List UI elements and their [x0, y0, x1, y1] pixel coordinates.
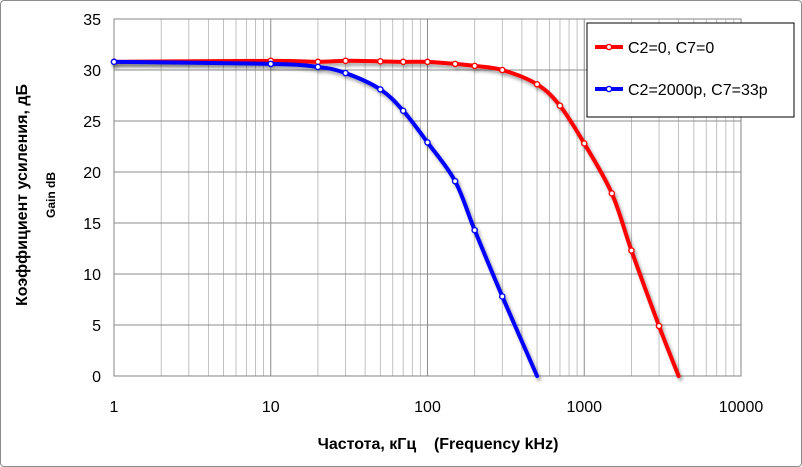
tick-labels: 1 10 100 1000 10000 0 5 10 15 20 25 30 35 — [83, 12, 763, 416]
x-tick-label: 1 — [110, 399, 119, 416]
data-point — [580, 140, 588, 147]
data-point — [342, 57, 349, 65]
data-point — [533, 80, 541, 88]
data-point — [377, 86, 384, 93]
data-point — [608, 190, 616, 197]
x-axis-title: Частота, кГц (Frequency kHz) — [318, 436, 559, 453]
x-tick-label: 100 — [414, 399, 441, 416]
plot-area-border — [113, 18, 742, 377]
series-line-2 — [112, 59, 540, 378]
data-point — [471, 62, 478, 70]
legend-marker-series-2 — [605, 85, 613, 93]
y-tick-label: 35 — [83, 12, 101, 29]
legend-label-series-2: C2=2000p, C7=33p — [628, 82, 768, 99]
series-lines — [110, 57, 681, 378]
data-point — [267, 60, 275, 68]
x-tick-label: 10 — [262, 399, 280, 416]
data-point — [498, 293, 506, 300]
y-tick-label: 10 — [83, 267, 101, 284]
grid-lines — [113, 18, 742, 377]
y-tick-label: 5 — [92, 318, 101, 335]
y-tick-label: 30 — [83, 63, 101, 80]
y-axis-title: Коэффициент усиления, дБ — [14, 84, 31, 306]
x-tick-label: 10000 — [719, 399, 764, 416]
y-tick-label: 25 — [83, 114, 101, 131]
legend-box — [586, 22, 795, 118]
y-tick-label: 0 — [92, 369, 101, 386]
data-point — [451, 177, 459, 185]
y-axis-subtitle: Gain dB — [44, 172, 58, 218]
data-point — [628, 247, 635, 254]
data-point — [471, 226, 478, 234]
data-point — [110, 58, 118, 66]
data-point — [399, 58, 407, 66]
data-point — [424, 58, 431, 66]
x-tick-label: 1000 — [566, 399, 602, 416]
data-point — [424, 139, 431, 146]
data-point — [314, 63, 322, 71]
data-point — [451, 60, 459, 68]
data-point — [342, 69, 349, 77]
y-tick-label: 15 — [83, 216, 101, 233]
data-point — [377, 58, 384, 65]
data-point — [556, 102, 564, 109]
legend: C2=0, C7=0 C2=2000p, C7=33p — [586, 22, 795, 118]
legend-label-series-1: C2=0, C7=0 — [628, 40, 714, 57]
y-tick-label: 20 — [83, 165, 101, 182]
data-point — [399, 107, 407, 115]
data-point — [498, 66, 506, 74]
data-point — [655, 322, 663, 330]
legend-marker-series-1 — [605, 43, 613, 51]
series-2 — [110, 58, 540, 378]
